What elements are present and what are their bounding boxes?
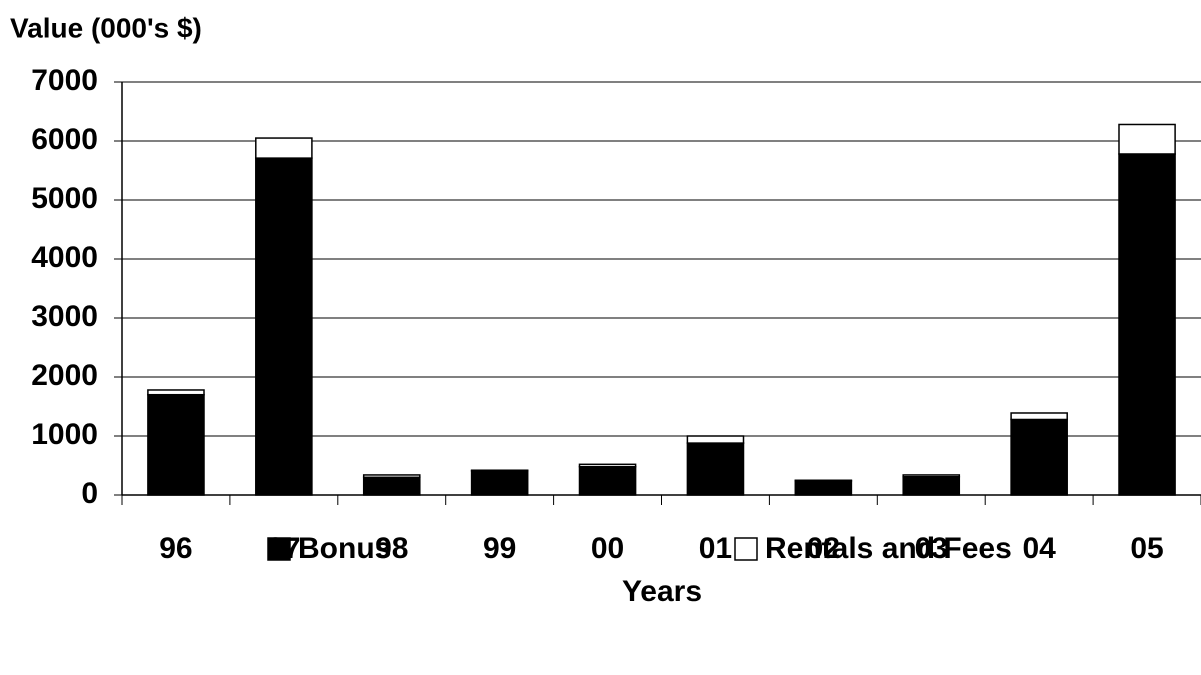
y-axis-label: Value (000's $)	[10, 12, 202, 43]
y-tick-label: 7000	[31, 64, 98, 97]
bar-segment	[1010, 418, 1068, 496]
x-tick-label: 01	[699, 532, 732, 565]
bar-segment	[362, 474, 421, 479]
y-tick-label: 2000	[31, 359, 98, 392]
x-tick-label: 05	[1130, 532, 1163, 565]
x-axis-label: Years	[622, 575, 702, 608]
bar-segment	[1010, 412, 1068, 421]
x-tick-label: 00	[591, 532, 624, 565]
bar-segment	[470, 470, 529, 496]
bar-segment	[686, 442, 745, 496]
y-tick-label: 0	[81, 477, 98, 510]
bar-segment	[578, 465, 637, 496]
y-tick-label: 3000	[31, 300, 98, 333]
x-tick-label: 99	[483, 532, 516, 565]
bar-segment	[470, 469, 529, 472]
bar-segment	[686, 435, 745, 444]
y-tick-label: 6000	[31, 123, 98, 156]
x-tick-label: 02	[807, 532, 840, 565]
bar-segment	[147, 393, 205, 496]
bar-segment	[794, 479, 853, 482]
bar-segment	[1118, 153, 1176, 496]
legend-label: Bonus	[298, 532, 391, 565]
bar-segment	[794, 480, 853, 496]
x-tick-label: 03	[915, 532, 948, 565]
bar-segment	[147, 389, 205, 396]
bar-segment	[578, 463, 637, 468]
x-tick-label: 04	[1022, 532, 1056, 565]
y-tick-label: 1000	[31, 418, 98, 451]
x-tick-label: 98	[375, 532, 408, 565]
bar-segment	[255, 157, 313, 496]
legend-label: Rentals and Fees	[765, 532, 1012, 565]
legend-swatch	[267, 537, 291, 561]
x-tick-label: 96	[159, 532, 192, 565]
bar-segment	[902, 475, 961, 496]
bar-segment	[1118, 123, 1176, 155]
bar-segment	[255, 137, 313, 159]
y-tick-label: 5000	[31, 182, 98, 215]
bar-segment	[902, 474, 961, 478]
bar-segment	[362, 476, 421, 496]
y-tick-label: 4000	[31, 241, 98, 274]
legend-swatch	[734, 537, 758, 561]
